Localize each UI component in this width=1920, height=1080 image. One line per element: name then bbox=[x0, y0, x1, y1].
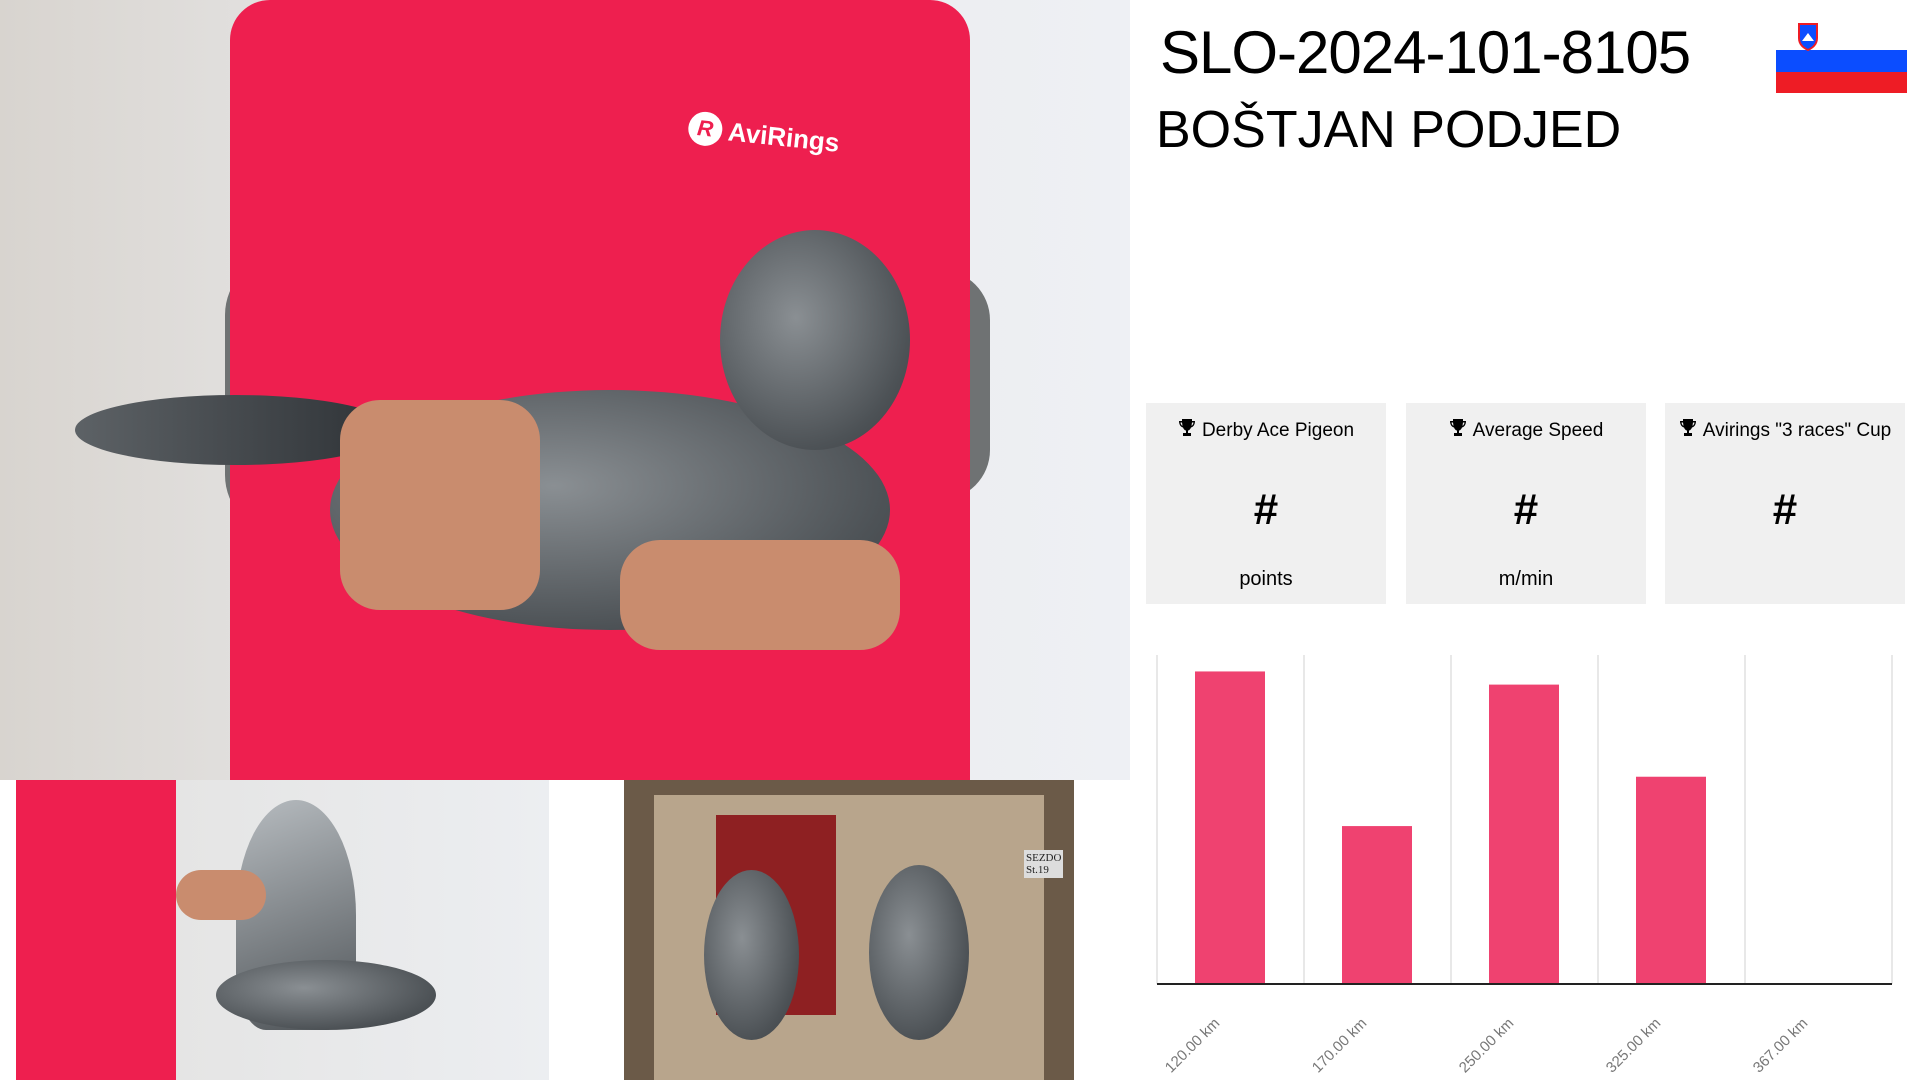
card-value: # bbox=[1253, 485, 1279, 534]
photo-hand bbox=[176, 870, 266, 920]
flag-stripe-blue bbox=[1776, 50, 1907, 72]
flag-stripe-red bbox=[1776, 71, 1907, 93]
card-header: Average Speed bbox=[1406, 418, 1646, 443]
stat-card: Average Speed # m/min bbox=[1406, 403, 1646, 604]
bar[interactable] bbox=[1636, 776, 1706, 984]
trophy-icon bbox=[1679, 418, 1697, 443]
card-title: Derby Ace Pigeon bbox=[1201, 419, 1355, 441]
card-unit: m/min bbox=[1498, 568, 1554, 590]
photo-pigeon-right bbox=[869, 865, 969, 1040]
slovenia-flag-icon bbox=[1776, 23, 1907, 93]
card-header: Avirings "3 races" Cup bbox=[1665, 418, 1905, 443]
bar[interactable] bbox=[1489, 684, 1559, 984]
bar[interactable] bbox=[1342, 826, 1412, 984]
stat-card: Derby Ace Pigeon # points bbox=[1146, 403, 1386, 604]
flag-stripe-white bbox=[1776, 29, 1907, 51]
card-title: Average Speed bbox=[1472, 419, 1604, 441]
owner-name: BOŠTJAN PODJED bbox=[1156, 101, 1622, 159]
bar[interactable] bbox=[1195, 671, 1265, 984]
photo-pigeon-head bbox=[720, 230, 910, 450]
card-value: # bbox=[1772, 485, 1798, 534]
photo-loft-label: SEZDO St.19 bbox=[1024, 850, 1064, 878]
pigeon-main-photo[interactable]: R AviRings bbox=[0, 0, 1130, 780]
pigeon-ring-number: SLO-2024-101-8105 bbox=[1160, 19, 1691, 86]
stat-card: Avirings "3 races" Cup # bbox=[1665, 403, 1905, 604]
x-tick-label: 367.00 km bbox=[1750, 1015, 1812, 1077]
pigeon-wing-photo[interactable] bbox=[16, 780, 549, 1080]
photo-hand bbox=[620, 540, 900, 650]
coat-of-arms-icon bbox=[1798, 23, 1818, 51]
x-tick-label: 325.00 km bbox=[1603, 1015, 1665, 1077]
trophy-icon bbox=[1178, 418, 1196, 443]
race-results-chart: 120.00 km 170.00 km 250.00 km 325.00 km 367.… bbox=[1156, 655, 1893, 1077]
loft-label-line: SEZDO bbox=[1026, 852, 1062, 864]
card-value: # bbox=[1513, 485, 1539, 534]
card-unit: points bbox=[1239, 568, 1293, 590]
photo-pigeon-body bbox=[216, 960, 436, 1030]
loft-label-line: St.19 bbox=[1026, 864, 1049, 876]
photo-pigeon-left bbox=[704, 870, 799, 1040]
trophy-icon bbox=[1449, 418, 1467, 443]
card-header: Derby Ace Pigeon bbox=[1146, 418, 1386, 443]
pigeon-loft-photo[interactable]: SEZDO St.19 bbox=[624, 780, 1074, 1080]
x-tick-label: 120.00 km bbox=[1162, 1015, 1224, 1077]
x-tick-label: 170.00 km bbox=[1309, 1015, 1371, 1077]
x-tick-label: 250.00 km bbox=[1456, 1015, 1518, 1077]
photo-shirt bbox=[16, 780, 176, 1080]
card-title: Avirings "3 races" Cup bbox=[1702, 419, 1892, 441]
photo-hand bbox=[340, 400, 540, 610]
